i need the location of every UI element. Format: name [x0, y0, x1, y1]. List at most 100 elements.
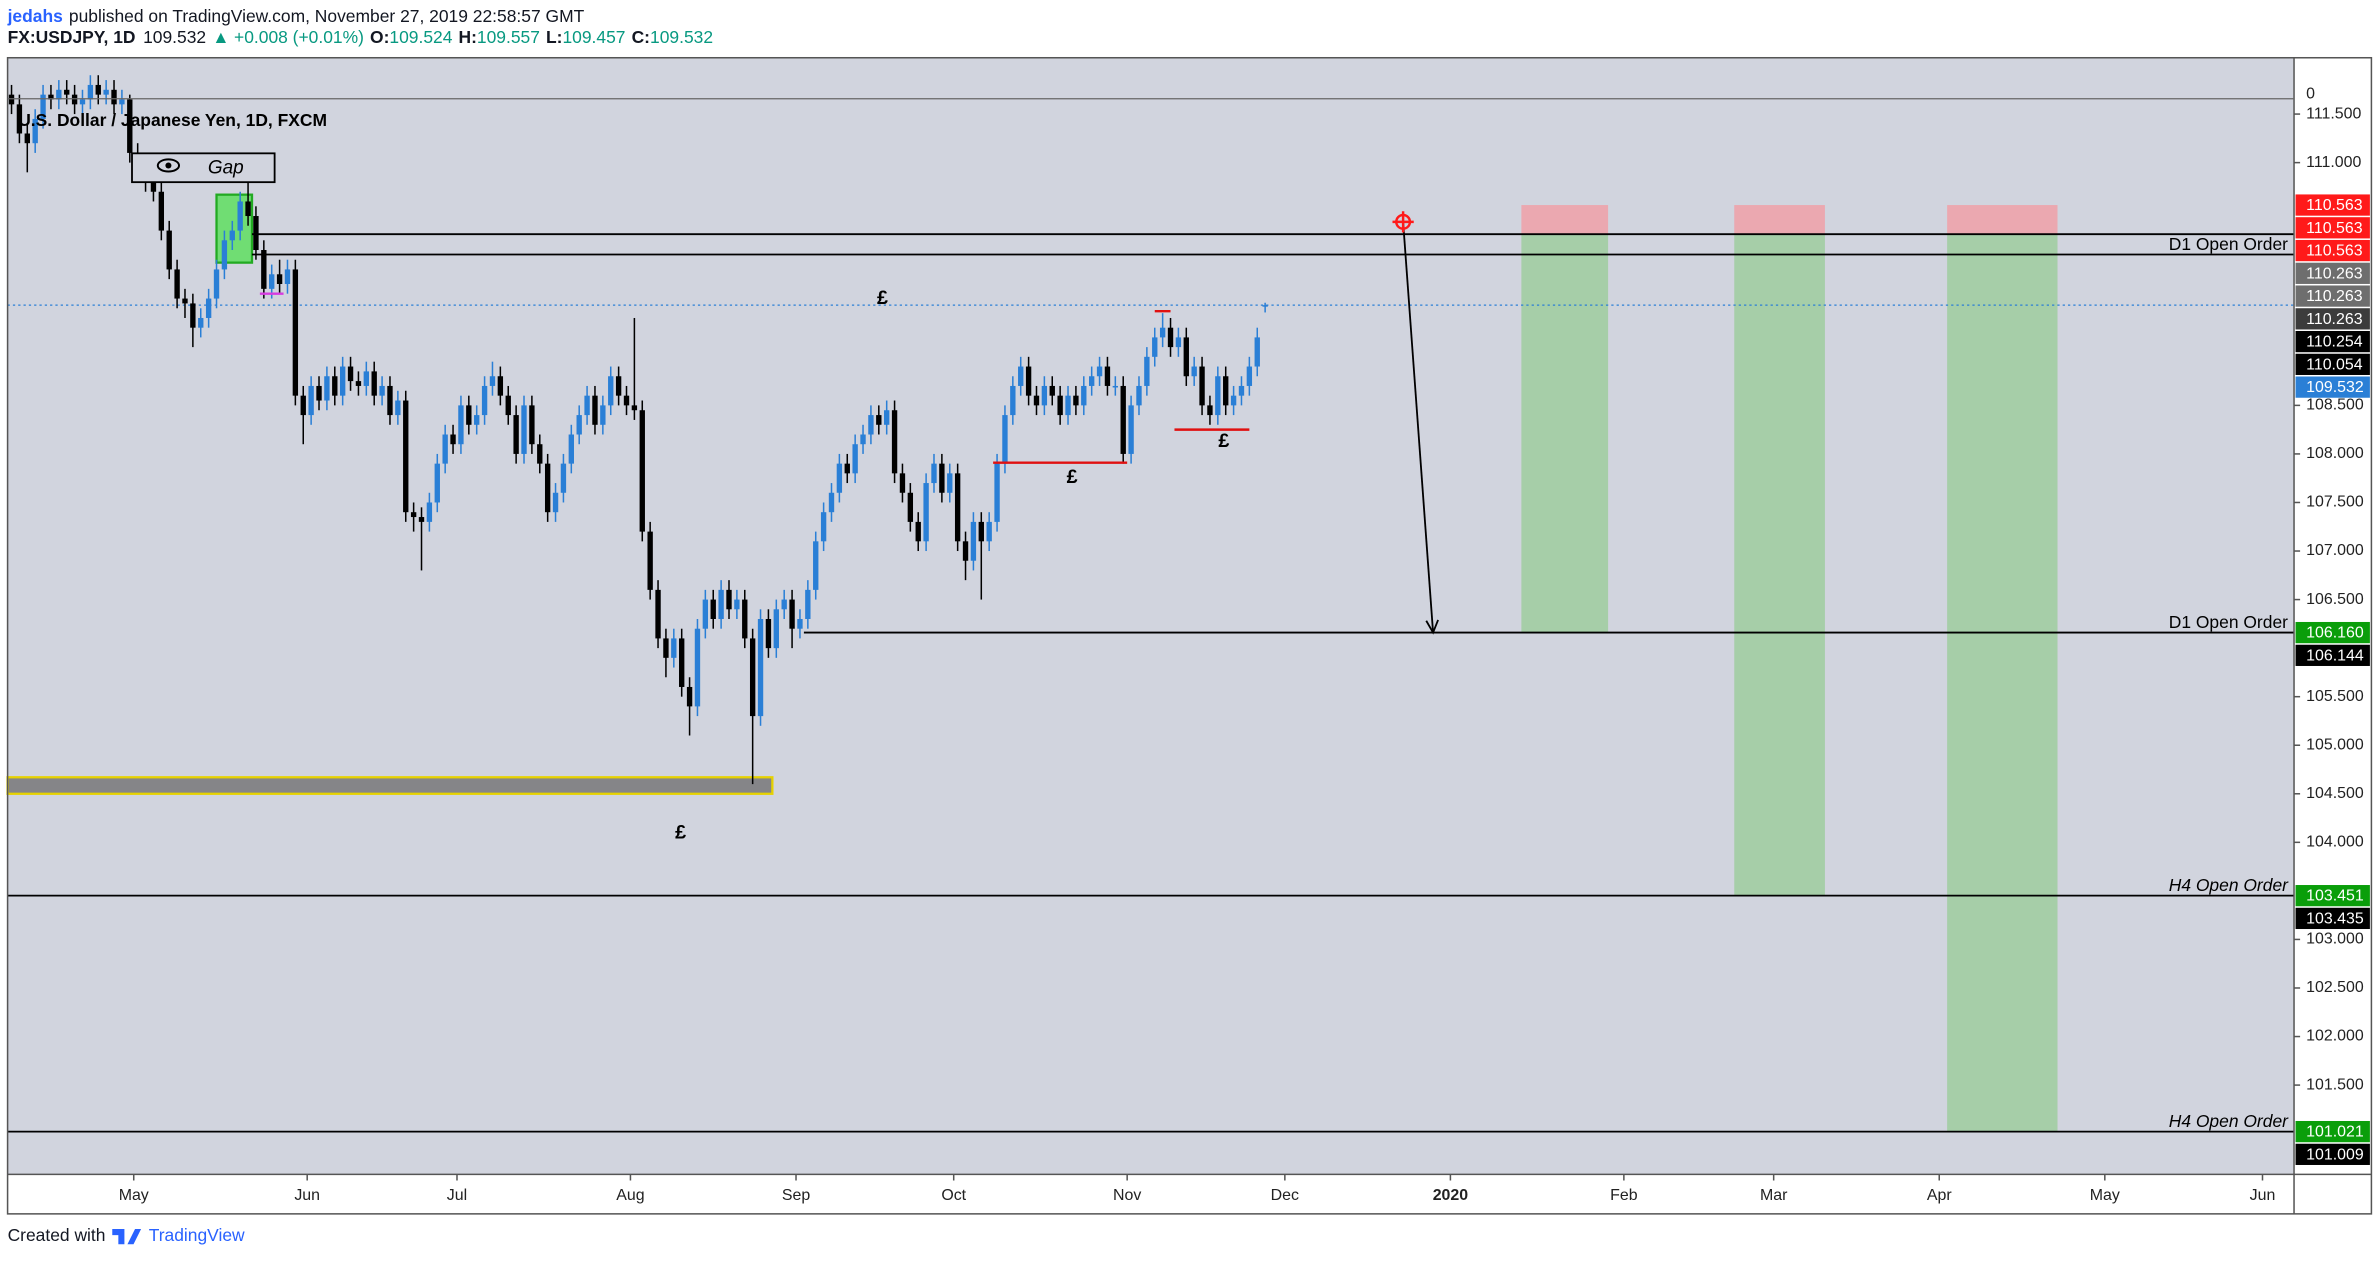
candle-body [56, 89, 62, 100]
footer-brand: TradingView [149, 1225, 245, 1245]
price-label-box [2295, 1120, 2370, 1143]
x-tick-label: Dec [1271, 1187, 1299, 1204]
candle-body [79, 99, 86, 105]
zone [6, 776, 774, 795]
price-label: 110.563 [2306, 243, 2363, 260]
order-label: D1 Open Order [2169, 612, 2288, 632]
candle-body [505, 395, 511, 416]
candle-body [111, 89, 117, 105]
candle-body [671, 638, 677, 658]
candle-body [931, 463, 937, 484]
y-tick-label: 104.500 [2306, 785, 2364, 802]
candle-body [521, 405, 527, 454]
eye-pupil [165, 162, 172, 169]
ohlc-label: L: [546, 27, 562, 47]
chart-legend: U.S. Dollar / Japanese Yen, 1D, FXCM [18, 110, 327, 130]
candle-body [395, 400, 401, 416]
price-label-box [2295, 217, 2370, 239]
x-tick-label: Apr [1927, 1187, 1952, 1204]
stop-zone [1734, 205, 1825, 235]
y-tick-label: 108.500 [2306, 397, 2364, 414]
candle-body [1025, 366, 1032, 396]
ohlc-label: O: [370, 27, 389, 47]
candle-body [103, 89, 109, 95]
gap-box: Gap [131, 152, 276, 184]
candle-body [64, 89, 70, 95]
candle-body [962, 541, 969, 561]
candle-body [1033, 395, 1040, 406]
plot-layer: D1 Open Order D1 Open Order H4 Open Order H… [6, 75, 2295, 1133]
candle-body [24, 133, 30, 144]
annotation: £ [675, 821, 686, 843]
candle-body [166, 230, 172, 270]
high-value: 109.557 [477, 27, 540, 47]
y-tick-label: 105.000 [2306, 736, 2364, 753]
ohlc-label: C: [632, 27, 650, 47]
y-tick-label: 104.000 [2306, 834, 2364, 851]
candle-body [198, 317, 204, 328]
candle-body [1183, 337, 1189, 377]
candle-body [726, 589, 732, 610]
candle-body [1112, 385, 1119, 388]
arrow-head [1425, 619, 1439, 635]
candle-body [221, 240, 228, 270]
price-label: 101.021 [2306, 1124, 2364, 1141]
candle-body [174, 269, 180, 299]
candle-body [529, 405, 535, 445]
candle-body [190, 303, 196, 328]
x-tick-label: 2020 [1433, 1187, 1469, 1204]
x-tick-label: Nov [1113, 1187, 1141, 1204]
candle-body [1081, 385, 1087, 406]
candle-body [1207, 405, 1213, 416]
price-label-box [2295, 885, 2370, 907]
x-tick-label: Sep [782, 1187, 810, 1204]
candle-body [150, 182, 157, 192]
candle-body [608, 376, 614, 406]
candle-body [876, 415, 882, 425]
candle-body [371, 371, 377, 396]
candle-body [537, 444, 543, 464]
header-line: jedahs published on TradingView.com, Nove… [7, 5, 585, 25]
candle-body [734, 599, 740, 610]
candle-body [679, 638, 685, 687]
target-zone [1734, 234, 1825, 896]
price-label: 101.009 [2306, 1146, 2364, 1163]
change: +0.008 (+0.01%) [234, 27, 364, 47]
candle-body [8, 94, 15, 105]
price-label: 110.054 [2306, 356, 2363, 373]
price-label-box [2295, 907, 2370, 930]
arrow-line [1402, 221, 1434, 633]
price-label-box [2295, 621, 2370, 644]
price-label: 110.263 [2306, 265, 2363, 282]
candle-body [237, 201, 243, 231]
y-tick-label: 103.000 [2306, 931, 2364, 948]
price-label: 110.263 [2306, 288, 2363, 305]
axes-layer: 111.500 111.000 108.500 108.000 107.500 107.0… [119, 105, 2370, 1204]
candle-body [308, 385, 314, 416]
candle-body [253, 216, 259, 251]
price-label-box [2295, 285, 2370, 307]
price-label: 106.160 [2306, 625, 2364, 642]
candle-body [1128, 405, 1134, 454]
y-tick-label: 108.000 [2306, 445, 2364, 462]
candle-body [907, 492, 914, 522]
candle-body [623, 395, 630, 406]
candle-body [947, 473, 953, 493]
price-label: 110.563 [2306, 220, 2363, 237]
x-tick-label: Jun [294, 1187, 320, 1204]
price-label-box [2295, 308, 2370, 330]
candle-body [71, 94, 78, 105]
crosshair-icon [1392, 211, 1414, 233]
published: published on TradingView.com, November 2… [69, 5, 585, 25]
candle-body [757, 618, 764, 717]
candle-body [631, 405, 638, 411]
candle-body [213, 269, 220, 299]
candle-body [891, 410, 898, 474]
symbol-line: FX:USDJPY, 1D 109.532 ▲ +0.008 (+0.01%) O:10… [8, 27, 713, 47]
candle-body [639, 410, 645, 532]
candle-body [300, 395, 306, 416]
candle-body [497, 376, 504, 396]
candle-body [789, 599, 795, 629]
candle-body [450, 434, 456, 445]
candle-body [489, 376, 496, 386]
